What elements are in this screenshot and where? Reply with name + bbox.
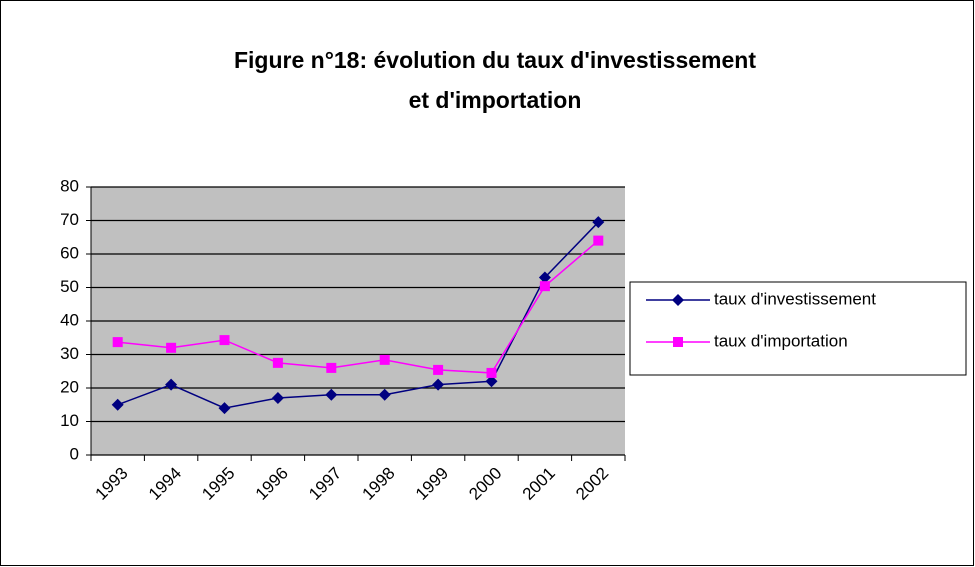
y-tick-label: 60 [60, 243, 79, 262]
point [538, 271, 551, 284]
chart-title: Figure n°18: évolution du taux d'investi… [234, 47, 756, 73]
legend-label: taux d'importation [714, 331, 848, 350]
point [326, 362, 337, 373]
series-line [117, 240, 599, 374]
legend-label: taux d'investissement [714, 289, 876, 308]
point [271, 392, 284, 405]
y-tick-label: 70 [60, 210, 79, 229]
point [325, 388, 338, 401]
legend-box [629, 281, 967, 376]
point [485, 375, 498, 388]
point [593, 235, 604, 246]
point [166, 342, 177, 353]
point [379, 354, 390, 365]
point [218, 402, 231, 415]
point [673, 337, 683, 347]
point [432, 378, 445, 391]
point [592, 216, 605, 229]
y-tick-label: 40 [60, 310, 79, 329]
point [112, 337, 123, 348]
y-tick-label: 0 [70, 444, 79, 463]
chart-title: et d'importation [409, 87, 582, 113]
y-tick-label: 80 [60, 176, 79, 195]
y-tick-label: 20 [60, 377, 79, 396]
point [486, 367, 497, 378]
point [539, 281, 550, 292]
point [165, 378, 178, 391]
y-tick-label: 10 [60, 411, 79, 430]
point [272, 357, 283, 368]
y-tick-label: 30 [60, 344, 79, 363]
point [433, 364, 444, 375]
point [219, 335, 230, 346]
point [111, 398, 124, 411]
y-tick-label: 50 [60, 277, 79, 296]
point [672, 294, 684, 306]
point [378, 388, 391, 401]
